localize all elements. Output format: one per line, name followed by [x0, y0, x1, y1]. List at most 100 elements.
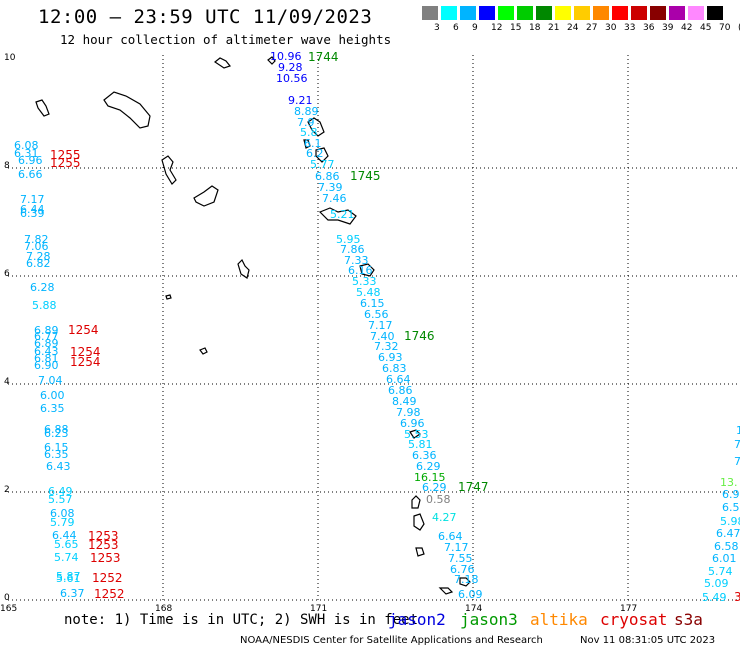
legend-swatch — [498, 6, 514, 20]
legend-label: 36 — [643, 23, 655, 33]
x-tick-label: 171 — [310, 604, 327, 614]
island — [409, 429, 421, 439]
legend-label: 45 — [700, 23, 712, 33]
time-label-left: 1253 — [88, 529, 119, 543]
wave-value-center: 6.1 — [304, 137, 322, 150]
y-tick-label: 10 — [4, 53, 16, 63]
wave-value-left: 6.49 — [48, 485, 73, 498]
time-label-center: 1744 — [308, 50, 339, 64]
wave-value-left: 6.89 — [34, 324, 59, 337]
wave-value-left: 6.08 — [14, 139, 39, 152]
island — [415, 547, 425, 557]
wave-value-center: 6.96 — [400, 417, 425, 430]
legend-swatch — [441, 6, 457, 20]
island — [161, 155, 177, 185]
wave-value-center: 6.86 — [315, 170, 340, 183]
wave-value-center: 7.9 — [297, 116, 315, 129]
wave-value-center: 6.86 — [388, 384, 413, 397]
wave-value-left: 6.66 — [18, 168, 43, 181]
island — [303, 139, 311, 149]
y-tick-label: 0 — [4, 593, 10, 603]
legend-swatch — [555, 6, 571, 20]
wave-value-center: 10.96 — [270, 50, 302, 63]
wave-value-left: 5.61 — [56, 572, 81, 585]
wave-value-left: 6.00 — [40, 389, 65, 402]
time-label-left: 1253 — [90, 551, 121, 565]
wave-value-right: 5.49 — [702, 591, 727, 604]
wave-value-left: 6.37 — [60, 587, 85, 600]
island — [307, 117, 325, 137]
legend-label: 6 — [453, 23, 459, 33]
legend-label: 30 — [605, 23, 617, 33]
wave-value-right: 6.9 — [722, 488, 740, 501]
page-title: 12:00 – 23:59 UTC 11/09/2023 — [38, 6, 373, 28]
wave-value-left: 5.88 — [32, 299, 57, 312]
legend-label: 27 — [586, 23, 598, 33]
legend-label: 3 — [434, 23, 440, 33]
wave-value-center: 6.56 — [364, 308, 389, 321]
wave-value-center: 6.93 — [378, 351, 403, 364]
legend-label: 18 — [529, 23, 541, 33]
wave-value-left: 7.82 — [24, 233, 49, 246]
wave-value-left: 6.39 — [20, 207, 45, 220]
island — [359, 263, 375, 277]
legend-label: 15 — [510, 23, 522, 33]
island — [318, 207, 357, 225]
time-label-left: 1252 — [94, 587, 125, 601]
wave-value-left: 6.82 — [26, 257, 51, 270]
wave-value-center: 6.64 — [438, 530, 463, 543]
wave-value-center: 10.56 — [276, 72, 308, 85]
legend-label: 33 — [624, 23, 636, 33]
legend-swatch — [593, 6, 609, 20]
wave-value-center: 7.46 — [322, 192, 347, 205]
y-tick-label: 8 — [4, 161, 10, 171]
legend-swatch — [669, 6, 685, 20]
legend-label: 21 — [548, 23, 560, 33]
page-subtitle: 12 hour collection of altimeter wave hei… — [60, 32, 392, 47]
wave-value-right: 5.74 — [708, 565, 733, 578]
wave-value-left: 6.90 — [34, 359, 59, 372]
legend-swatch — [574, 6, 590, 20]
wave-value-center: 5.33 — [352, 275, 377, 288]
legend-label: 39 — [662, 23, 674, 33]
legend-swatch — [688, 6, 704, 20]
wave-value-left: 6.43 — [46, 460, 71, 473]
wave-value-center: 6.36 — [412, 449, 437, 462]
time-label-left: 1255 — [50, 156, 81, 170]
wave-value-center: 16.15 — [414, 471, 446, 484]
legend-label: 42 — [681, 23, 693, 33]
satellite-cryosat: cryosat — [600, 610, 668, 629]
wave-value-center: 4.27 — [432, 511, 457, 524]
time-label-left: 1254 — [70, 345, 101, 359]
wave-value-center: 6.09 — [458, 588, 483, 601]
wave-value-center: 7.33 — [344, 254, 369, 267]
legend-swatch — [536, 6, 552, 20]
wave-value-center: 7.39 — [318, 181, 343, 194]
wave-value-right: 1 — [736, 424, 740, 437]
satellite-jason2: jason2 — [388, 610, 446, 629]
island — [103, 91, 151, 129]
island — [438, 587, 454, 595]
satellite-altika: altika — [530, 610, 588, 629]
wave-value-center: 8.89 — [294, 105, 319, 118]
wave-value-center: 6.29 — [416, 460, 441, 473]
wave-value-left: 6.44 — [20, 203, 45, 216]
y-tick-label: 4 — [4, 377, 10, 387]
legend-swatch — [460, 6, 476, 20]
time-label-center: 1745 — [350, 169, 381, 183]
wave-value-left: 6.28 — [30, 281, 55, 294]
legend-label: 70 — [719, 23, 731, 33]
x-tick-label: 165 — [0, 604, 17, 614]
time-label-right: 3 — [734, 590, 740, 604]
credit-timestamp: Nov 11 08:31:05 UTC 2023 — [580, 635, 716, 646]
time-label-left: 1254 — [68, 323, 99, 337]
island — [459, 577, 471, 587]
wave-value-center: 8.49 — [392, 395, 417, 408]
wave-value-left: 6.81 — [34, 352, 59, 365]
island — [267, 56, 276, 65]
wave-value-center: 9.28 — [278, 61, 303, 74]
island — [315, 147, 329, 163]
island-outlines — [35, 56, 471, 595]
